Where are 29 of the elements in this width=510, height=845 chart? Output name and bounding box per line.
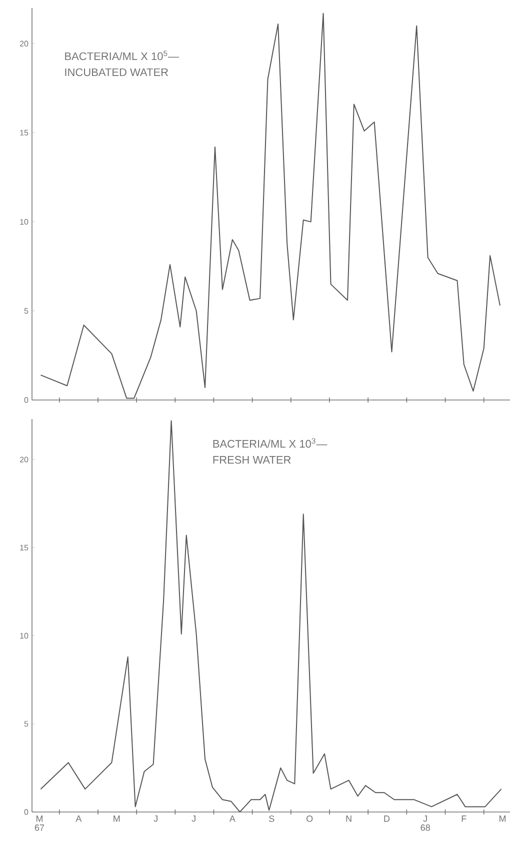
text: INCUBATED WATER <box>65 68 168 76</box>
text: BACTERIA/ML X 10$^{3}$— <box>213 438 328 448</box>
y-tick-label: 20 <box>20 40 28 46</box>
x-tick-label: A <box>76 816 82 822</box>
text: BACTERIA/ML X 10$^{5}$— <box>65 50 180 60</box>
line-series <box>40 12 501 399</box>
y-tick-label: 0 <box>24 397 28 403</box>
x-tick-label: F <box>462 816 466 822</box>
x-tick-label: M 67 <box>34 816 44 831</box>
x-tick-label: M <box>114 816 120 822</box>
y-tick-label: 5 <box>24 308 28 314</box>
x-tick-label: N <box>346 816 352 822</box>
y-tick-label: 5 <box>24 721 28 727</box>
x-tick-label: J <box>154 816 158 822</box>
x-tick-label: A <box>229 816 236 822</box>
x-tick-label: J 68 <box>420 816 430 831</box>
x-tick-label: J <box>192 816 196 822</box>
x-tick-label: D <box>384 816 390 822</box>
y-tick-label: 20 <box>20 456 28 462</box>
y-tick-label: 15 <box>20 130 28 136</box>
y-tick-label: 10 <box>20 632 28 639</box>
text: FRESH WATER <box>213 456 291 464</box>
y-tick-label: 10 <box>20 218 28 225</box>
y-tick-label: 15 <box>20 544 28 550</box>
y-tick-label: 0 <box>24 809 28 815</box>
line-series <box>40 420 502 812</box>
x-tick-label: M <box>500 816 506 822</box>
x-tick-label: O <box>306 816 313 822</box>
x-tick-label: S <box>269 816 274 822</box>
